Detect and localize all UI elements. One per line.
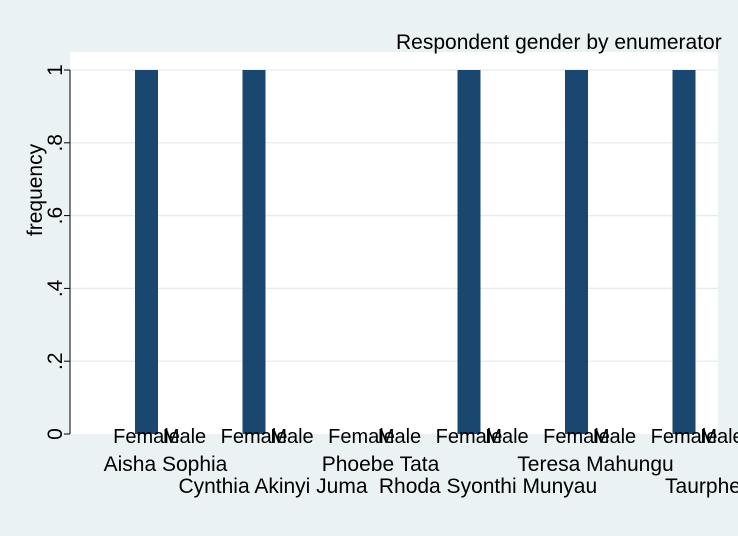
group-label: Cynthia Akinyi Juma: [178, 475, 367, 498]
y-tick-label: .8: [44, 134, 67, 152]
bar: [135, 70, 158, 434]
group-label: Phoebe Tata: [322, 453, 440, 476]
x-tick-label: Male: [163, 426, 206, 448]
x-tick-label: Female: [543, 426, 610, 448]
y-tick-label: .4: [44, 279, 67, 297]
x-tick-label: Male: [378, 426, 421, 448]
group-label: Rhoda Syonthi Munyau: [379, 475, 597, 498]
group-label: Teresa Mahungu: [517, 453, 673, 476]
y-tick-label: .2: [44, 352, 67, 370]
x-tick-label: Female: [436, 426, 503, 448]
y-axis-title: frequency: [24, 143, 47, 236]
x-tick-label: Male: [593, 426, 636, 448]
bar: [242, 70, 266, 434]
x-tick-label: Female: [113, 426, 180, 448]
bar: [565, 70, 588, 434]
y-axis: 0 .2 .4 .6 .8 1: [44, 64, 71, 440]
bar: [457, 70, 481, 434]
group-label: Taurphe: [665, 475, 738, 498]
gridlines: [70, 69, 718, 362]
bar: [672, 70, 696, 434]
chart-title: Respondent gender by enumerator: [396, 31, 722, 54]
y-tick-label: 0: [44, 428, 67, 440]
x-tick-label: Male: [700, 426, 738, 448]
x-tick-label: Male: [485, 426, 528, 448]
x-tick-label: Female: [328, 426, 395, 448]
plot-area: [70, 52, 718, 434]
x-tick-label: Male: [270, 426, 313, 448]
bars: [135, 70, 696, 434]
y-tick-label: .6: [44, 207, 67, 225]
x-tick-label: Female: [221, 426, 288, 448]
x-tick-label: Female: [651, 426, 718, 448]
y-tick-label: 1: [44, 64, 67, 76]
group-label: Aisha Sophia: [104, 453, 228, 476]
